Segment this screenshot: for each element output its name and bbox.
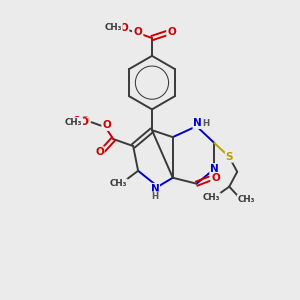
Text: O: O	[111, 22, 120, 32]
Text: N: N	[210, 164, 219, 174]
Text: S: S	[226, 152, 233, 162]
Text: CH₃: CH₃	[237, 195, 255, 204]
Text: CH₃: CH₃	[105, 22, 122, 32]
Text: O: O	[113, 22, 122, 32]
Text: O: O	[102, 120, 111, 130]
Text: O: O	[79, 117, 88, 127]
Text: H: H	[152, 192, 158, 201]
Text: O: O	[167, 27, 176, 37]
Text: CH₃: CH₃	[110, 179, 127, 188]
Text: N: N	[151, 184, 159, 194]
Text: CH₃: CH₃	[65, 118, 82, 127]
Text: O: O	[73, 116, 81, 126]
Text: O: O	[134, 27, 142, 37]
Text: O: O	[167, 27, 176, 37]
Text: CH₃: CH₃	[203, 193, 220, 202]
Text: O: O	[134, 27, 142, 37]
Text: O: O	[167, 27, 176, 37]
Text: O: O	[80, 116, 89, 126]
Text: O: O	[211, 173, 220, 183]
Text: O: O	[95, 147, 104, 157]
Text: O: O	[133, 27, 142, 37]
Text: H: H	[202, 119, 209, 128]
Text: O: O	[120, 23, 129, 33]
Text: N: N	[193, 118, 202, 128]
